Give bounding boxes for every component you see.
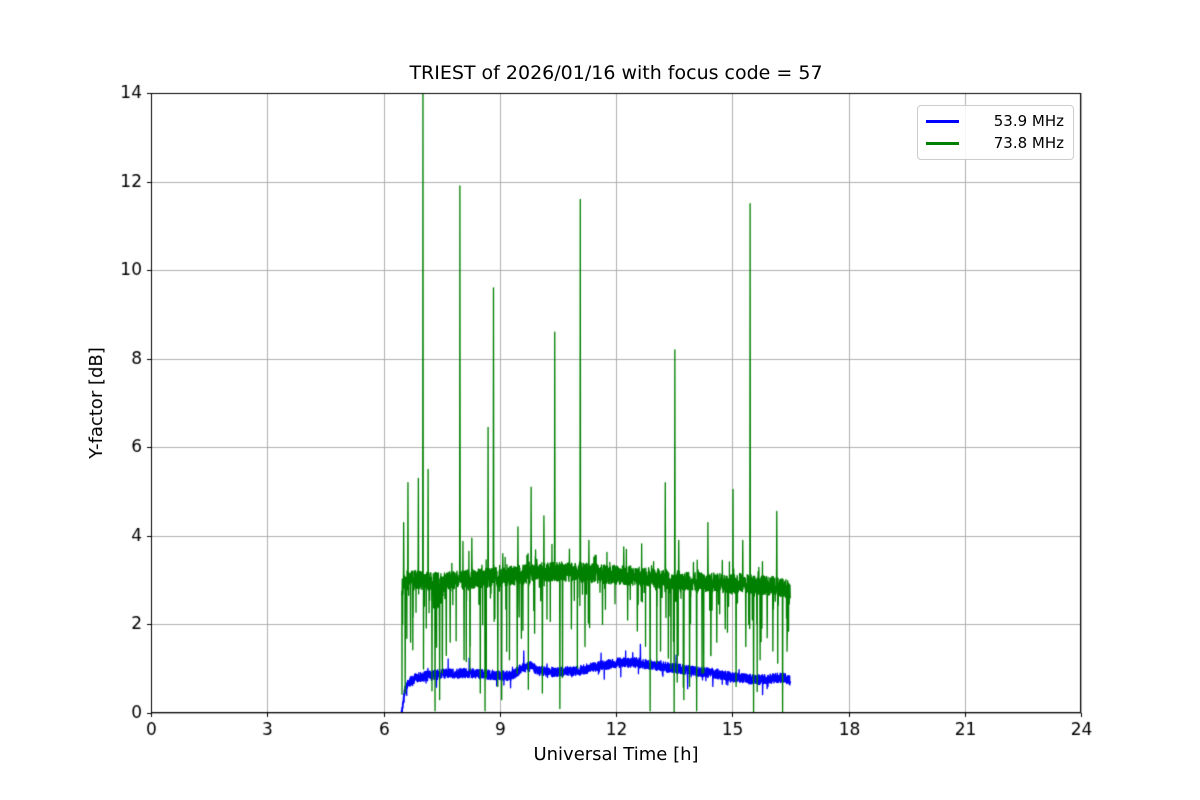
x-axis-label: Universal Time [h] (533, 744, 699, 765)
legend-line-swatch-green (926, 142, 959, 145)
legend-item-73mhz: 73.8 MHz (926, 134, 1064, 153)
legend-line-swatch-blue (926, 120, 959, 123)
legend: 53.9 MHz 73.8 MHz (917, 105, 1074, 160)
legend-label-73mhz: 73.8 MHz (993, 134, 1064, 152)
y-axis-label: Y-factor [dB] (86, 347, 107, 459)
legend-item-53mhz: 53.9 MHz (926, 112, 1064, 131)
legend-label-53mhz: 53.9 MHz (993, 112, 1064, 130)
chart-title: TRIEST of 2026/01/16 with focus code = 5… (409, 62, 823, 84)
